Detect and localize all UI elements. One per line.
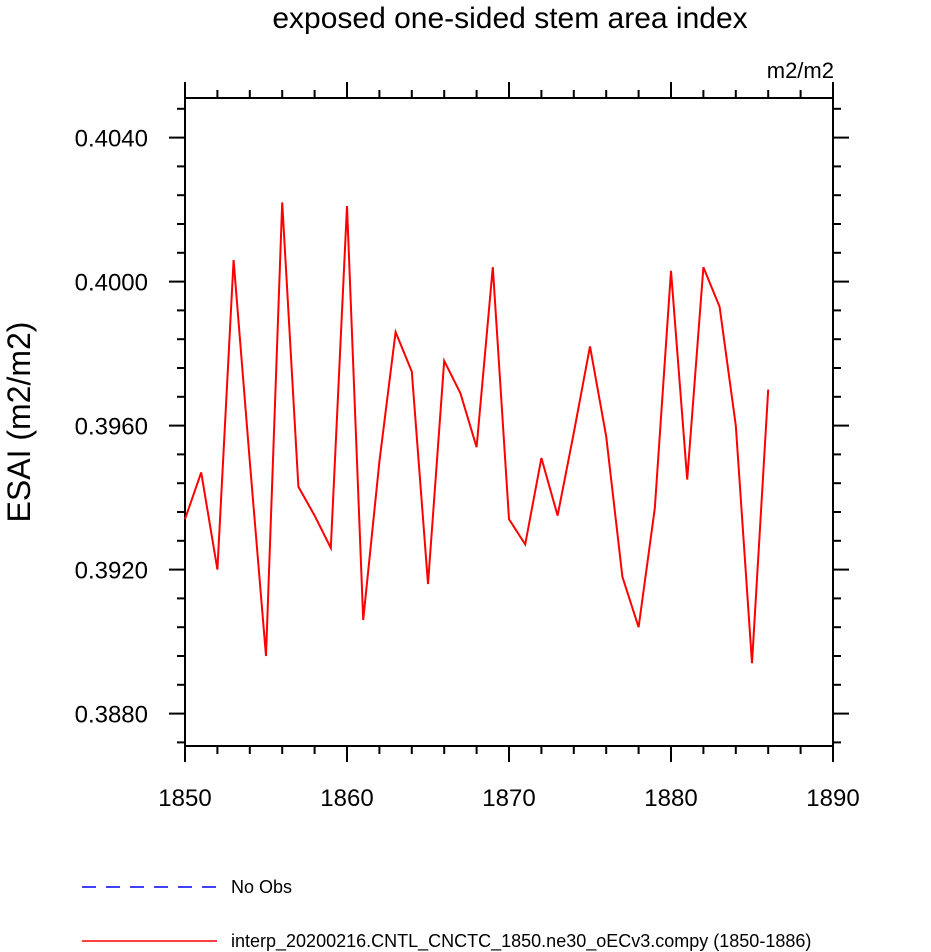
- legend-label: No Obs: [231, 877, 292, 897]
- units-label: m2/m2: [767, 58, 834, 83]
- y-tick-label: 0.3960: [75, 414, 148, 441]
- x-axis-ticks: 1850 1860 1870 1880 1890: [158, 82, 860, 812]
- y-tick-label: 0.4000: [75, 270, 148, 297]
- y-tick-label: 0.4040: [75, 126, 148, 153]
- x-tick-label: 1860: [320, 785, 373, 812]
- series-line-1: [184, 202, 770, 664]
- legend-label: interp_20200216.CNTL_CNCTC_1850.ne30_oEC…: [231, 931, 811, 952]
- series-layer: [184, 202, 770, 664]
- x-tick-label: 1850: [158, 785, 211, 812]
- x-tick-label: 1880: [644, 785, 697, 812]
- x-tick-label: 1870: [482, 785, 535, 812]
- x-tick-label: 1890: [806, 785, 859, 812]
- chart-title: exposed one-sided stem area index: [272, 2, 747, 35]
- legend: No Obs interp_20200216.CNTL_CNCTC_1850.ne…: [82, 877, 811, 952]
- y-tick-label: 0.3920: [75, 558, 148, 585]
- y-axis-label: ESAI (m2/m2): [1, 322, 37, 523]
- y-axis-ticks: 0.3880 0.3920 0.3960 0.4000 0.4040: [75, 107, 849, 744]
- y-tick-label: 0.3880: [75, 702, 148, 729]
